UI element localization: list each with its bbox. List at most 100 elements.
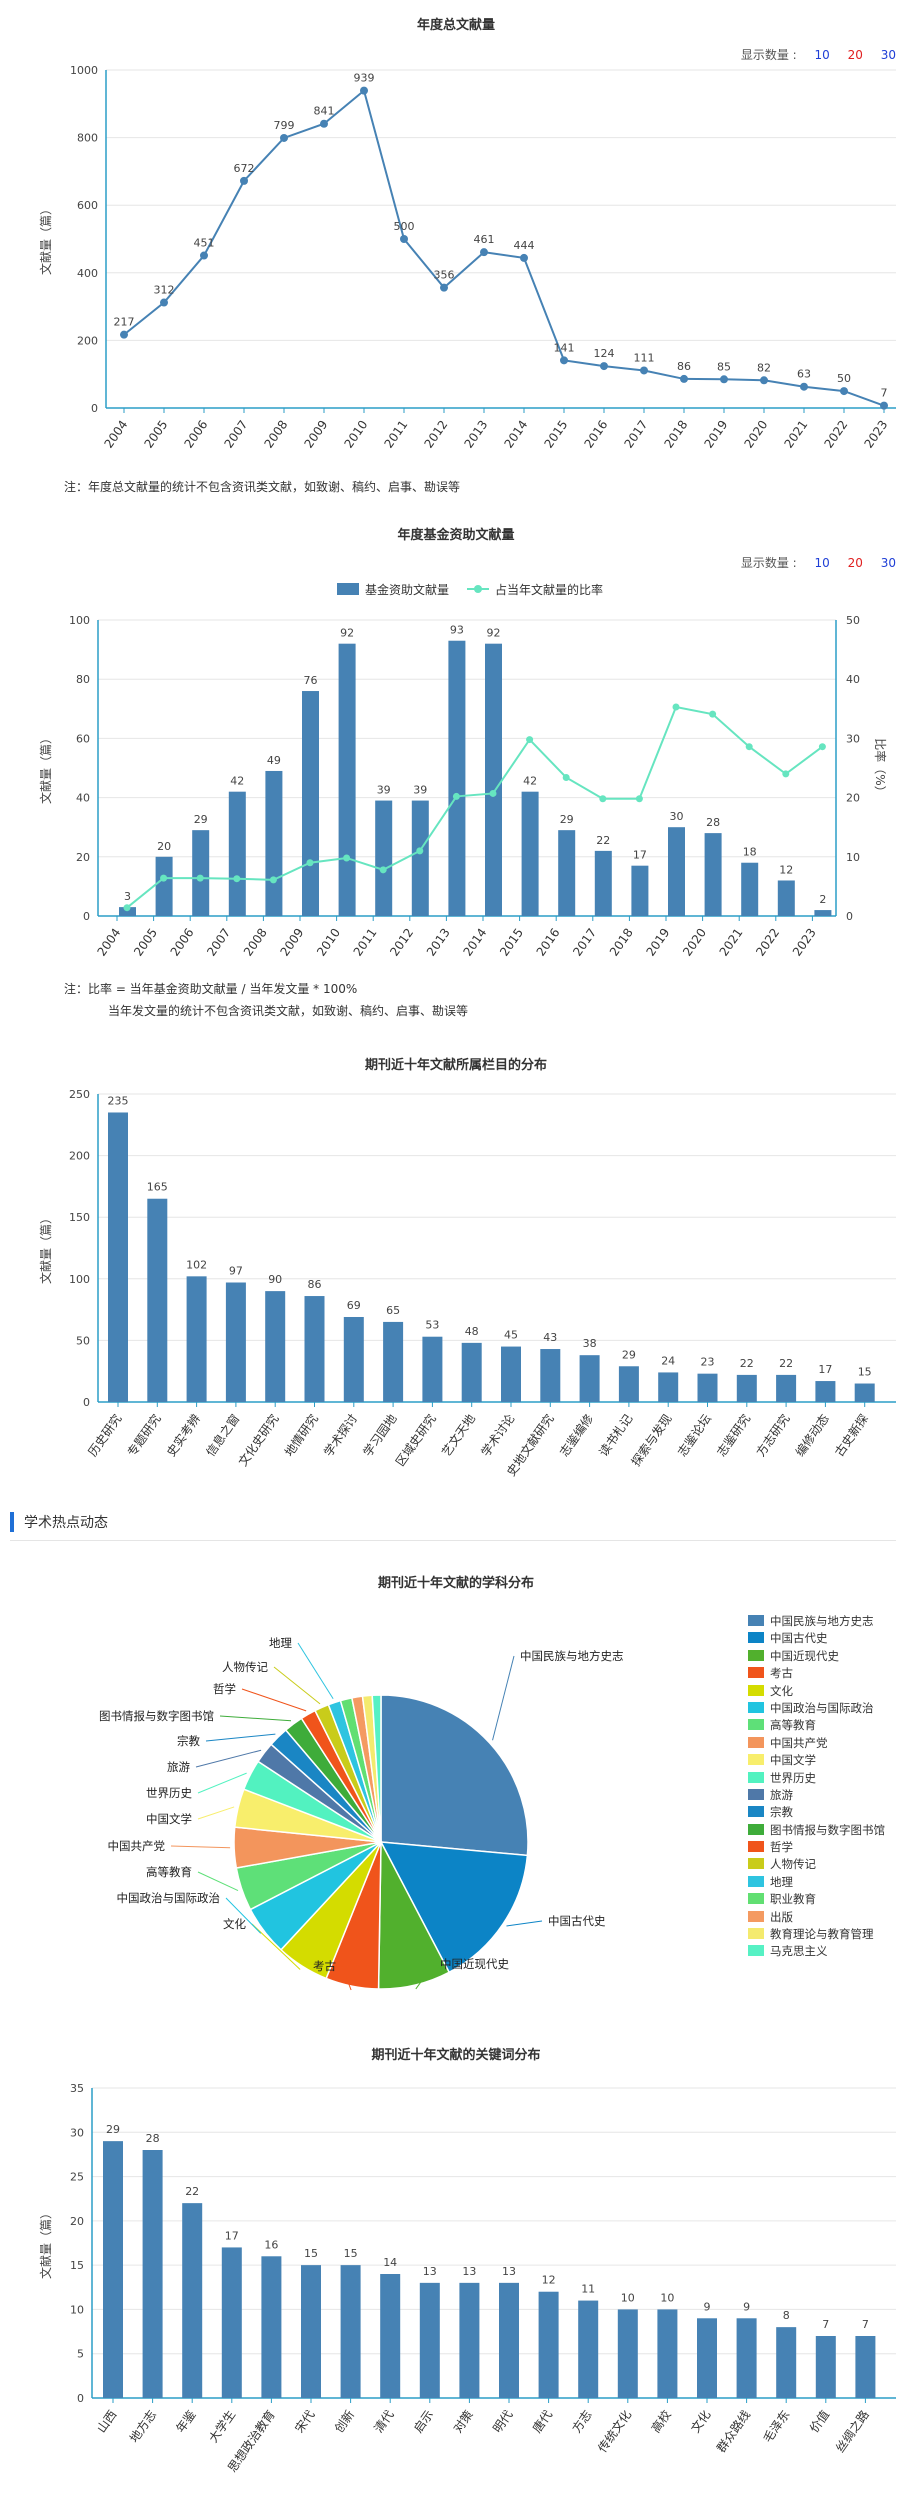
- x-tick-label: 文化: [687, 2407, 713, 2435]
- legend-swatch: [748, 1841, 764, 1853]
- ratio-point: [416, 847, 424, 855]
- ratio-point: [635, 795, 643, 803]
- pie-label: 考古: [313, 1959, 336, 1973]
- legend-item[interactable]: 教育理论与教育管理: [748, 1926, 885, 1943]
- x-tick-label: 2017: [570, 926, 599, 959]
- data-label: 29: [622, 1348, 636, 1361]
- data-label: 86: [677, 360, 691, 373]
- x-tick-label: 2011: [381, 418, 410, 451]
- pie-leader-line: [251, 1923, 301, 1970]
- chart-subject-distribution: 期刊近十年文献的学科分布: [0, 1544, 912, 2000]
- data-label: 22: [740, 1357, 754, 1370]
- legend-item[interactable]: 文化: [748, 1683, 885, 1700]
- ratio-point: [782, 770, 790, 778]
- bar: [538, 2291, 559, 2398]
- legend-item[interactable]: 中国近现代史: [748, 1648, 885, 1665]
- x-tick-label: 毛泽东: [761, 2408, 793, 2446]
- legend-label: 文化: [770, 1683, 793, 1698]
- x-tick-label: 方志: [569, 2407, 595, 2435]
- data-label: 9: [743, 2300, 750, 2313]
- data-point: [440, 283, 448, 292]
- legend-item[interactable]: 中国民族与地方史志: [748, 1613, 885, 1630]
- pie-label: 旅游: [167, 1760, 190, 1774]
- legend-swatch: [748, 1615, 764, 1626]
- legend-item[interactable]: 人物传记: [748, 1856, 885, 1873]
- y-tick-label: 0: [83, 910, 90, 923]
- data-point: [640, 366, 648, 375]
- data-label: 45: [504, 1329, 518, 1342]
- y-tick-label: 10: [70, 2303, 84, 2316]
- legend-item[interactable]: 世界历史: [748, 1770, 885, 1787]
- legend-item[interactable]: 高等教育: [748, 1717, 885, 1734]
- legend-item[interactable]: 职业教育: [748, 1891, 885, 1908]
- legend-swatch: [748, 1649, 764, 1661]
- legend-label: 世界历史: [770, 1770, 816, 1785]
- x-tick-label: 2008: [241, 926, 270, 959]
- bar: [301, 2265, 321, 2398]
- x-tick-label: 2006: [168, 926, 197, 959]
- data-label: 29: [106, 2123, 120, 2136]
- legend-item[interactable]: 中国共产党: [748, 1735, 885, 1752]
- x-tick-label: 信息之窗: [203, 1411, 243, 1459]
- legend-item[interactable]: 中国文学: [748, 1752, 885, 1769]
- data-label: 48: [465, 1325, 479, 1338]
- data-label: 92: [340, 627, 354, 640]
- bar: [617, 2309, 638, 2398]
- legend-label: 中国古代史: [770, 1631, 828, 1646]
- bar: [343, 1316, 364, 1402]
- x-tick-label: 年鉴: [173, 2408, 198, 2436]
- bar: [579, 1355, 600, 1402]
- bar: [855, 2336, 876, 2398]
- legend-label: 出版: [770, 1909, 793, 1924]
- data-label: 30: [670, 810, 684, 823]
- bar: [741, 862, 759, 916]
- legend-item[interactable]: 中国古代史: [748, 1630, 885, 1647]
- data-label: 39: [377, 784, 391, 797]
- bar: [265, 1291, 286, 1402]
- legend-item[interactable]: 考古: [748, 1665, 885, 1682]
- x-tick-label: 丝绸之路: [832, 2407, 872, 2455]
- display-count-20[interactable]: 20: [847, 556, 863, 570]
- legend-item[interactable]: 出版: [748, 1909, 885, 1926]
- data-label: 93: [450, 624, 464, 637]
- x-tick-label: 2020: [741, 418, 770, 451]
- bar: [558, 830, 576, 916]
- data-point: [320, 119, 328, 128]
- data-label: 13: [462, 2265, 476, 2278]
- x-tick-label: 2005: [131, 926, 160, 959]
- bar: [419, 2282, 440, 2398]
- pie-leader-line: [225, 1897, 262, 1934]
- legend-item[interactable]: 哲学: [748, 1839, 885, 1856]
- pie-leader-line: [197, 1871, 239, 1892]
- ratio-point: [599, 795, 607, 803]
- data-label: 49: [267, 754, 281, 767]
- data-label: 124: [594, 347, 615, 360]
- display-count-20[interactable]: 20: [847, 48, 863, 62]
- legend-label: 哲学: [770, 1840, 793, 1855]
- legend-item[interactable]: 旅游: [748, 1787, 885, 1804]
- y-tick-label: 20: [70, 2215, 84, 2228]
- display-count-10[interactable]: 10: [814, 556, 830, 570]
- data-label: 53: [425, 1319, 439, 1332]
- chart-title: 年度基金资助文献量: [397, 528, 515, 543]
- legend-item[interactable]: 图书情报与数字图书馆: [748, 1822, 885, 1839]
- legend-item[interactable]: 地理: [748, 1874, 885, 1891]
- data-label: 461: [474, 233, 495, 246]
- pie-legend: 中国民族与地方史志 中国古代史中国近现代史 考古 文化中国政治与国际政治 高等教育 中国共…: [748, 1613, 885, 1961]
- display-count-10[interactable]: 10: [814, 48, 830, 62]
- pie-leader-line: [415, 1963, 435, 1990]
- data-label: 17: [633, 849, 647, 862]
- legend-label: 中国民族与地方史志: [770, 1614, 874, 1628]
- data-label: 15: [344, 2247, 358, 2260]
- display-count-30[interactable]: 30: [880, 48, 896, 62]
- legend-swatch: [748, 1945, 764, 1957]
- legend-label: 中国文学: [770, 1753, 816, 1768]
- x-tick-label: 2004: [101, 418, 130, 451]
- y-tick-label: 80: [76, 673, 90, 686]
- display-count-30[interactable]: 30: [880, 556, 896, 570]
- bar: [815, 2336, 836, 2398]
- legend-item[interactable]: 马克思主义: [748, 1943, 885, 1960]
- y-tick-label: 1000: [70, 64, 98, 77]
- legend-item[interactable]: 宗教: [748, 1804, 885, 1821]
- legend-item[interactable]: 中国政治与国际政治: [748, 1700, 885, 1717]
